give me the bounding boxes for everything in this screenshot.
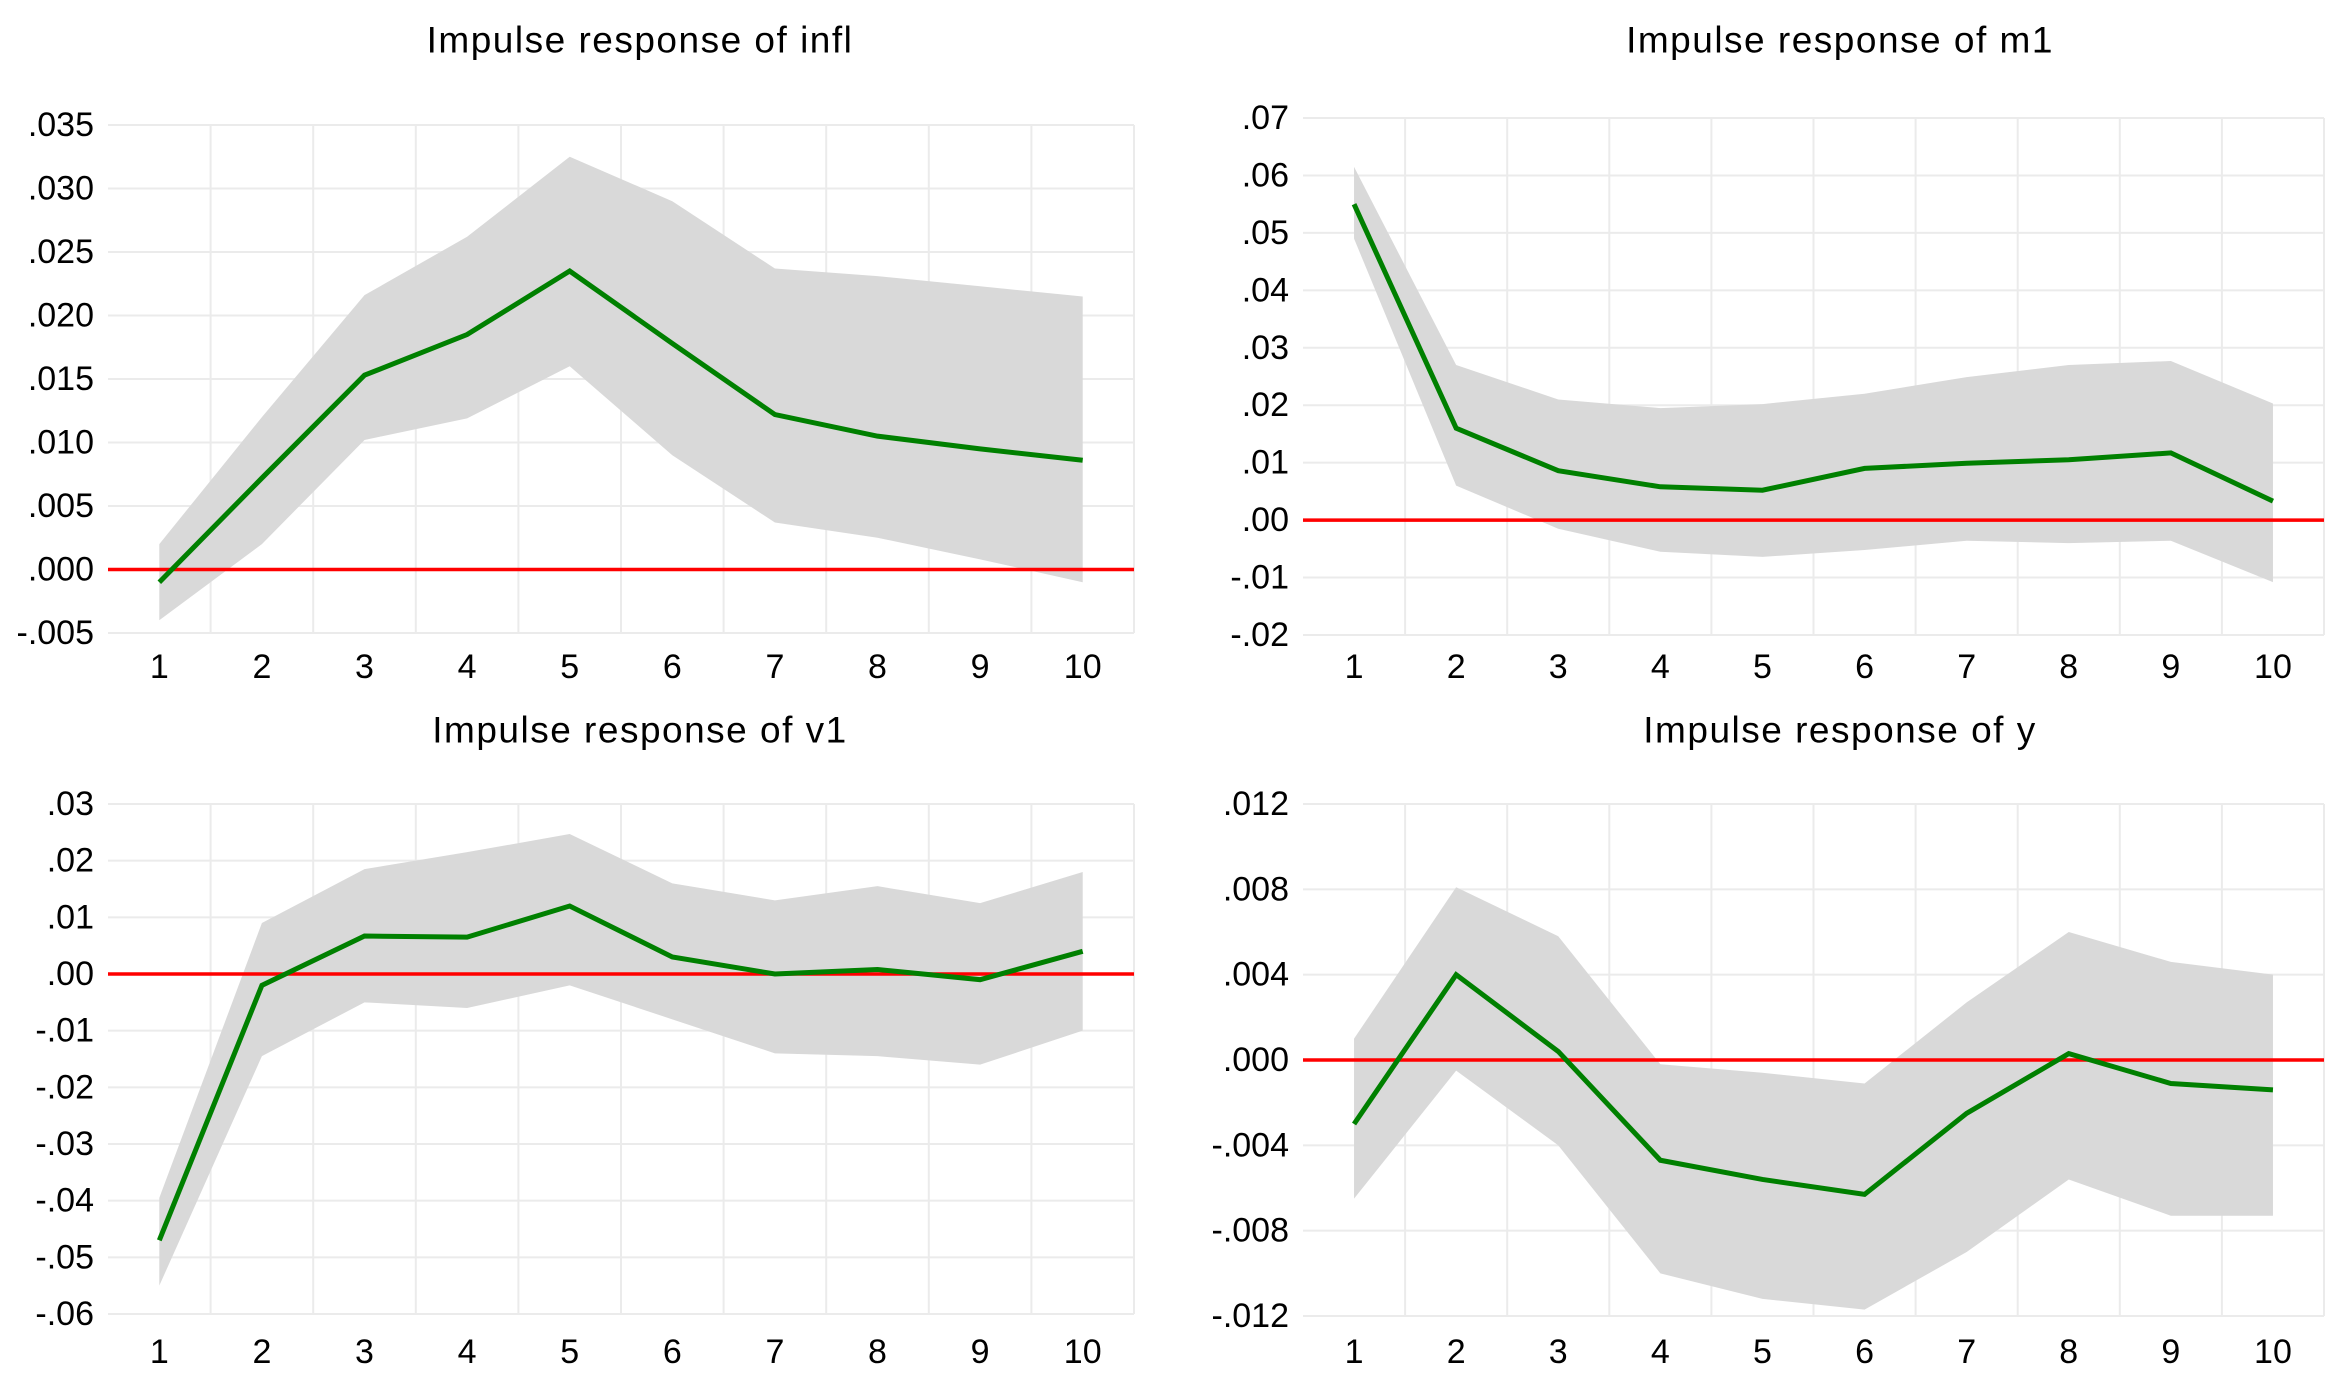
x-tick-label: 7 xyxy=(765,1333,784,1371)
y-tick-label: -.02 xyxy=(1230,616,1289,654)
x-tick-label: 5 xyxy=(1753,1333,1772,1371)
chart-title: Impulse response of m1 xyxy=(1626,20,2054,61)
y-tick-label: .020 xyxy=(28,297,94,335)
x-tick-label: 1 xyxy=(150,1333,169,1371)
irf-panel-v1: .03 .02 .01 .00 -.01 -.02 -.03 -.04 -.05 -.06 1 2 3 4… xyxy=(35,710,1135,1371)
x-tick-label: 7 xyxy=(1957,648,1976,686)
x-tick-label: 1 xyxy=(150,648,169,686)
confidence-band xyxy=(159,834,1083,1286)
x-tick-label: 7 xyxy=(765,648,784,686)
irf-line xyxy=(156,903,1084,1242)
x-tick-label: 1 xyxy=(1345,1333,1364,1371)
y-tick-label: -.005 xyxy=(17,614,95,652)
y-tick-label: .00 xyxy=(47,955,94,993)
irf-panel-y: .012 .008 .004 .000 -.004 -.008 -.012 1 2 3 4 5 6 7 8 9… xyxy=(1212,710,2325,1371)
y-tick-label: -.004 xyxy=(1212,1126,1290,1164)
x-tick-label: 8 xyxy=(868,648,887,686)
x-tick-label: 3 xyxy=(1549,1333,1568,1371)
y-tick-label: .015 xyxy=(28,360,94,398)
x-tick-label: 8 xyxy=(868,1333,887,1371)
x-tick-label: 10 xyxy=(1064,1333,1102,1371)
x-tick-label: 9 xyxy=(971,648,990,686)
y-tick-label: .06 xyxy=(1242,156,1289,194)
x-tick-label: 10 xyxy=(1064,648,1102,686)
x-tick-label: 6 xyxy=(1855,648,1874,686)
y-tick-label: .025 xyxy=(28,233,94,271)
y-tick-label: -.03 xyxy=(35,1125,94,1163)
x-tick-label: 4 xyxy=(458,1333,477,1371)
x-tick-label: 8 xyxy=(2059,1333,2078,1371)
y-tick-label: .00 xyxy=(1242,501,1289,539)
x-tick-label: 9 xyxy=(2161,648,2180,686)
confidence-band xyxy=(1354,166,2273,583)
y-tick-label: .03 xyxy=(47,785,94,823)
x-tick-label: 5 xyxy=(1753,648,1772,686)
y-tick-label: .004 xyxy=(1223,956,1289,994)
confidence-band xyxy=(159,156,1083,621)
y-tick-label: -.04 xyxy=(35,1182,94,1220)
x-tick-label: 6 xyxy=(663,648,682,686)
irf-panel-infl: .035 .030 .025 .020 .015 .010 .005 .000 -.005 1 2 3… xyxy=(17,20,1135,686)
x-tick-label: 8 xyxy=(2059,648,2078,686)
irf-line xyxy=(1351,971,2274,1198)
x-tick-label: 5 xyxy=(560,1333,579,1371)
x-tick-label: 10 xyxy=(2254,1333,2292,1371)
y-tick-label: .035 xyxy=(28,106,94,144)
x-tick-label: 3 xyxy=(355,1333,374,1371)
x-tick-label: 4 xyxy=(458,648,477,686)
x-tick-label: 3 xyxy=(355,648,374,686)
x-tick-label: 1 xyxy=(1345,648,1364,686)
y-tick-label: .05 xyxy=(1242,214,1289,252)
chart-title: Impulse response of y xyxy=(1643,710,2036,751)
x-tick-label: 7 xyxy=(1957,1333,1976,1371)
y-tick-label: .000 xyxy=(28,551,94,589)
x-tick-label: 2 xyxy=(1447,648,1466,686)
y-tick-label: .04 xyxy=(1242,271,1289,309)
x-tick-label: 5 xyxy=(560,648,579,686)
x-tick-label: 9 xyxy=(971,1333,990,1371)
irf-panel-m1: .07 .06 .05 .04 .03 .02 .01 .00 -.01 -.02 1 2 3 4 5 6 7 8… xyxy=(1230,20,2325,686)
y-tick-label: -.008 xyxy=(1212,1212,1290,1250)
y-tick-label: .03 xyxy=(1242,329,1289,367)
x-tick-label: 10 xyxy=(2254,648,2292,686)
confidence-band xyxy=(1354,887,2273,1310)
x-tick-label: 9 xyxy=(2161,1333,2180,1371)
x-tick-label: 6 xyxy=(663,1333,682,1371)
irf-line xyxy=(1351,203,2275,504)
y-tick-label: .010 xyxy=(28,424,94,462)
irf-line xyxy=(157,268,1083,584)
y-tick-label: -.01 xyxy=(1230,559,1289,597)
y-tick-label: -.01 xyxy=(35,1012,94,1050)
y-tick-label: -.012 xyxy=(1212,1297,1290,1335)
y-tick-label: .030 xyxy=(28,170,94,208)
x-tick-label: 3 xyxy=(1549,648,1568,686)
y-tick-label: -.06 xyxy=(35,1295,94,1333)
x-tick-label: 2 xyxy=(252,1333,271,1371)
chart-title: Impulse response of infl xyxy=(427,20,854,61)
y-tick-label: -.02 xyxy=(35,1068,94,1106)
y-tick-label: .02 xyxy=(1242,386,1289,424)
y-tick-label: .000 xyxy=(1223,1041,1289,1079)
y-tick-label: .01 xyxy=(1242,444,1289,482)
x-tick-label: 2 xyxy=(252,648,271,686)
y-tick-label: .01 xyxy=(47,898,94,936)
x-tick-label: 4 xyxy=(1651,1333,1670,1371)
y-tick-label: .07 xyxy=(1242,99,1289,137)
y-tick-label: .008 xyxy=(1223,870,1289,908)
y-tick-label: -.05 xyxy=(35,1238,94,1276)
y-tick-label: .005 xyxy=(28,487,94,525)
x-tick-label: 6 xyxy=(1855,1333,1874,1371)
y-tick-label: .012 xyxy=(1223,785,1289,823)
chart-title: Impulse response of v1 xyxy=(432,710,848,751)
x-tick-label: 4 xyxy=(1651,648,1670,686)
x-tick-label: 2 xyxy=(1447,1333,1466,1371)
y-tick-label: .02 xyxy=(47,842,94,880)
